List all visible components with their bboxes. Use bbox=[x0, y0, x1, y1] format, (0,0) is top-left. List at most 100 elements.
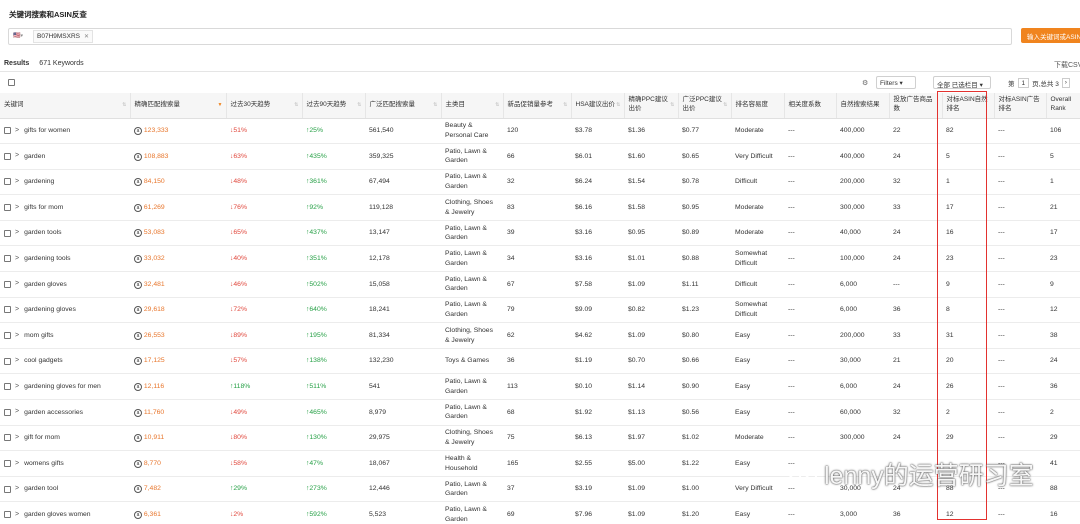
expand-icon[interactable]: > bbox=[15, 229, 20, 237]
column-header[interactable]: 排名容易度 bbox=[731, 93, 785, 119]
select-all-checkbox[interactable] bbox=[8, 79, 15, 86]
amazon-icon[interactable]: a bbox=[134, 152, 142, 161]
table-row[interactable]: > gardening tools a 33,032 ↓40% ↑351% 12,178 P… bbox=[0, 245, 1080, 273]
keyword-text[interactable]: gardening tools bbox=[24, 255, 71, 262]
amazon-icon[interactable]: a bbox=[134, 229, 142, 238]
amazon-icon[interactable]: a bbox=[134, 485, 142, 494]
download-csv-link[interactable]: 下载CSV bbox=[1054, 62, 1080, 69]
expand-icon[interactable]: > bbox=[15, 254, 20, 262]
row-checkbox[interactable] bbox=[4, 178, 11, 186]
keyword-text[interactable]: gardening gloves for men bbox=[24, 382, 101, 390]
table-row[interactable]: > cool gadgets a 17,125 ↓57% ↑138% 132,230 Toy… bbox=[0, 348, 1080, 375]
next-page-button[interactable]: › bbox=[1061, 78, 1070, 88]
row-checkbox[interactable] bbox=[4, 485, 11, 493]
remove-tag-icon[interactable]: ✕ bbox=[84, 34, 90, 40]
keyword-text[interactable]: gifts for mom bbox=[24, 203, 64, 211]
asin-tag[interactable]: B07H9MSXRS ✕ bbox=[33, 30, 94, 43]
table-row[interactable]: > garden tool a 7,482 ↑29% ↑273% 12,446 Patio,… bbox=[0, 476, 1080, 503]
sort-icon[interactable]: ⇅ bbox=[357, 102, 362, 108]
sort-icon[interactable]: ⇅ bbox=[563, 102, 568, 108]
column-header[interactable]: HSA建议出价 ⇅ bbox=[571, 93, 625, 119]
table-row[interactable]: > garden a 108,883 ↓63% ↑435% 359,325 Patio, L… bbox=[0, 143, 1080, 170]
expand-icon[interactable]: > bbox=[15, 331, 20, 339]
keyword-text[interactable]: garden bbox=[24, 152, 46, 160]
keyword-text[interactable]: gardening gloves bbox=[24, 306, 76, 314]
amazon-icon[interactable]: a bbox=[134, 331, 142, 340]
row-checkbox[interactable] bbox=[4, 383, 11, 391]
search-button[interactable]: 输入关键词或ASIN bbox=[1021, 28, 1080, 43]
sort-icon[interactable]: ⇅ bbox=[495, 102, 500, 108]
keyword-text[interactable]: garden gloves women bbox=[24, 510, 91, 518]
column-header[interactable]: 相关度系数 bbox=[784, 93, 837, 119]
row-checkbox[interactable] bbox=[4, 229, 11, 237]
amazon-icon[interactable]: a bbox=[134, 178, 142, 187]
column-header[interactable]: 自然搜索结果 bbox=[836, 93, 890, 119]
table-row[interactable]: > gifts for women a 123,333 ↓51% ↑25% 561,540… bbox=[0, 118, 1080, 145]
row-checkbox[interactable] bbox=[4, 408, 11, 416]
filters-button[interactable]: Filters ▾ bbox=[876, 76, 916, 89]
keyword-text[interactable]: garden tool bbox=[24, 485, 59, 493]
amazon-icon[interactable]: a bbox=[134, 255, 142, 263]
expand-icon[interactable]: > bbox=[15, 306, 20, 314]
row-checkbox[interactable] bbox=[4, 255, 11, 263]
expand-icon[interactable]: > bbox=[15, 434, 20, 442]
keyword-text[interactable]: garden tools bbox=[24, 229, 62, 237]
amazon-icon[interactable]: a bbox=[134, 510, 142, 519]
expand-icon[interactable]: > bbox=[15, 510, 20, 518]
marketplace-select[interactable]: 🇺🇸▾ bbox=[13, 32, 28, 42]
amazon-icon[interactable]: a bbox=[134, 357, 142, 366]
row-checkbox[interactable] bbox=[4, 460, 11, 467]
sort-icon[interactable]: ⇅ bbox=[433, 102, 438, 108]
keyword-text[interactable]: garden gloves bbox=[24, 280, 67, 288]
amazon-icon[interactable]: a bbox=[134, 280, 142, 289]
column-header[interactable]: 精确PPC建议出价 ⇅ bbox=[624, 93, 679, 119]
row-checkbox[interactable] bbox=[4, 434, 11, 442]
amazon-icon[interactable]: a bbox=[134, 382, 142, 391]
sort-icon[interactable]: ▼ bbox=[217, 102, 223, 108]
amazon-icon[interactable]: a bbox=[134, 459, 142, 468]
amazon-icon[interactable]: a bbox=[134, 434, 142, 443]
row-checkbox[interactable] bbox=[4, 332, 11, 340]
table-row[interactable]: > garden accessories a 11,760 ↓49% ↑465% 8,97… bbox=[0, 399, 1080, 426]
expand-icon[interactable]: > bbox=[15, 459, 20, 467]
row-checkbox[interactable] bbox=[4, 511, 11, 519]
sort-icon[interactable]: ⇅ bbox=[122, 102, 127, 108]
row-checkbox[interactable] bbox=[4, 204, 11, 212]
settings-icon[interactable]: ⚙ bbox=[862, 80, 869, 87]
columns-select[interactable]: 全部 已选栏目 ▾ bbox=[933, 76, 991, 89]
column-header[interactable]: 投放广告商品数 bbox=[889, 93, 943, 119]
keyword-text[interactable]: garden accessories bbox=[24, 408, 84, 416]
column-header[interactable]: 过去90天趋势 ⇅ bbox=[302, 93, 366, 119]
table-row[interactable]: > gardening gloves for men a 12,116 ↑118% ↑5… bbox=[0, 373, 1080, 401]
expand-icon[interactable]: > bbox=[15, 382, 20, 390]
expand-icon[interactable]: > bbox=[15, 408, 20, 416]
expand-icon[interactable]: > bbox=[15, 203, 20, 211]
keyword-text[interactable]: womens gifts bbox=[24, 459, 64, 467]
table-row[interactable]: > garden tools a 53,083 ↓65% ↑437% 13,147 Pati… bbox=[0, 220, 1080, 247]
table-row[interactable]: > garden gloves a 32,481 ↓46% ↑502% 15,058 Pat… bbox=[0, 271, 1080, 298]
column-header[interactable]: 对标ASIN广告排名 bbox=[994, 93, 1047, 119]
amazon-icon[interactable]: a bbox=[134, 203, 142, 212]
keyword-text[interactable]: gifts for women bbox=[24, 127, 71, 135]
expand-icon[interactable]: > bbox=[15, 485, 20, 493]
amazon-icon[interactable]: a bbox=[134, 127, 142, 136]
table-row[interactable]: > gifts for mom a 61,269 ↓76% ↑92% 119,128 Clo… bbox=[0, 194, 1080, 221]
row-checkbox[interactable] bbox=[4, 152, 11, 160]
table-row[interactable]: > mom gifts a 26,553 ↓89% ↑195% 81,334 Clothin… bbox=[0, 322, 1080, 349]
row-checkbox[interactable] bbox=[4, 306, 11, 314]
expand-icon[interactable]: > bbox=[15, 178, 20, 186]
table-row[interactable]: > womens gifts a 8,770 ↓58% ↑47% 18,067 Health… bbox=[0, 450, 1080, 477]
column-header[interactable]: 关键词 ⇅ bbox=[0, 93, 131, 119]
column-header[interactable]: 精确匹配搜索量 ▼ bbox=[130, 93, 227, 119]
keyword-text[interactable]: gardening bbox=[24, 178, 55, 186]
sort-icon[interactable]: ⇅ bbox=[670, 102, 675, 108]
expand-icon[interactable]: > bbox=[15, 126, 20, 134]
table-row[interactable]: > garden gloves women a 6,361 ↓2% ↑592% 5,523… bbox=[0, 501, 1080, 524]
column-header[interactable]: Overall Rank bbox=[1046, 93, 1080, 119]
keyword-text[interactable]: gift for mom bbox=[24, 434, 60, 442]
expand-icon[interactable]: > bbox=[15, 357, 20, 365]
column-header[interactable]: 新品促销量参考 ⇅ bbox=[503, 93, 572, 119]
column-header[interactable]: 广泛PPC建议出价 ⇅ bbox=[678, 93, 732, 119]
keyword-text[interactable]: cool gadgets bbox=[24, 357, 63, 365]
row-checkbox[interactable] bbox=[4, 127, 11, 135]
